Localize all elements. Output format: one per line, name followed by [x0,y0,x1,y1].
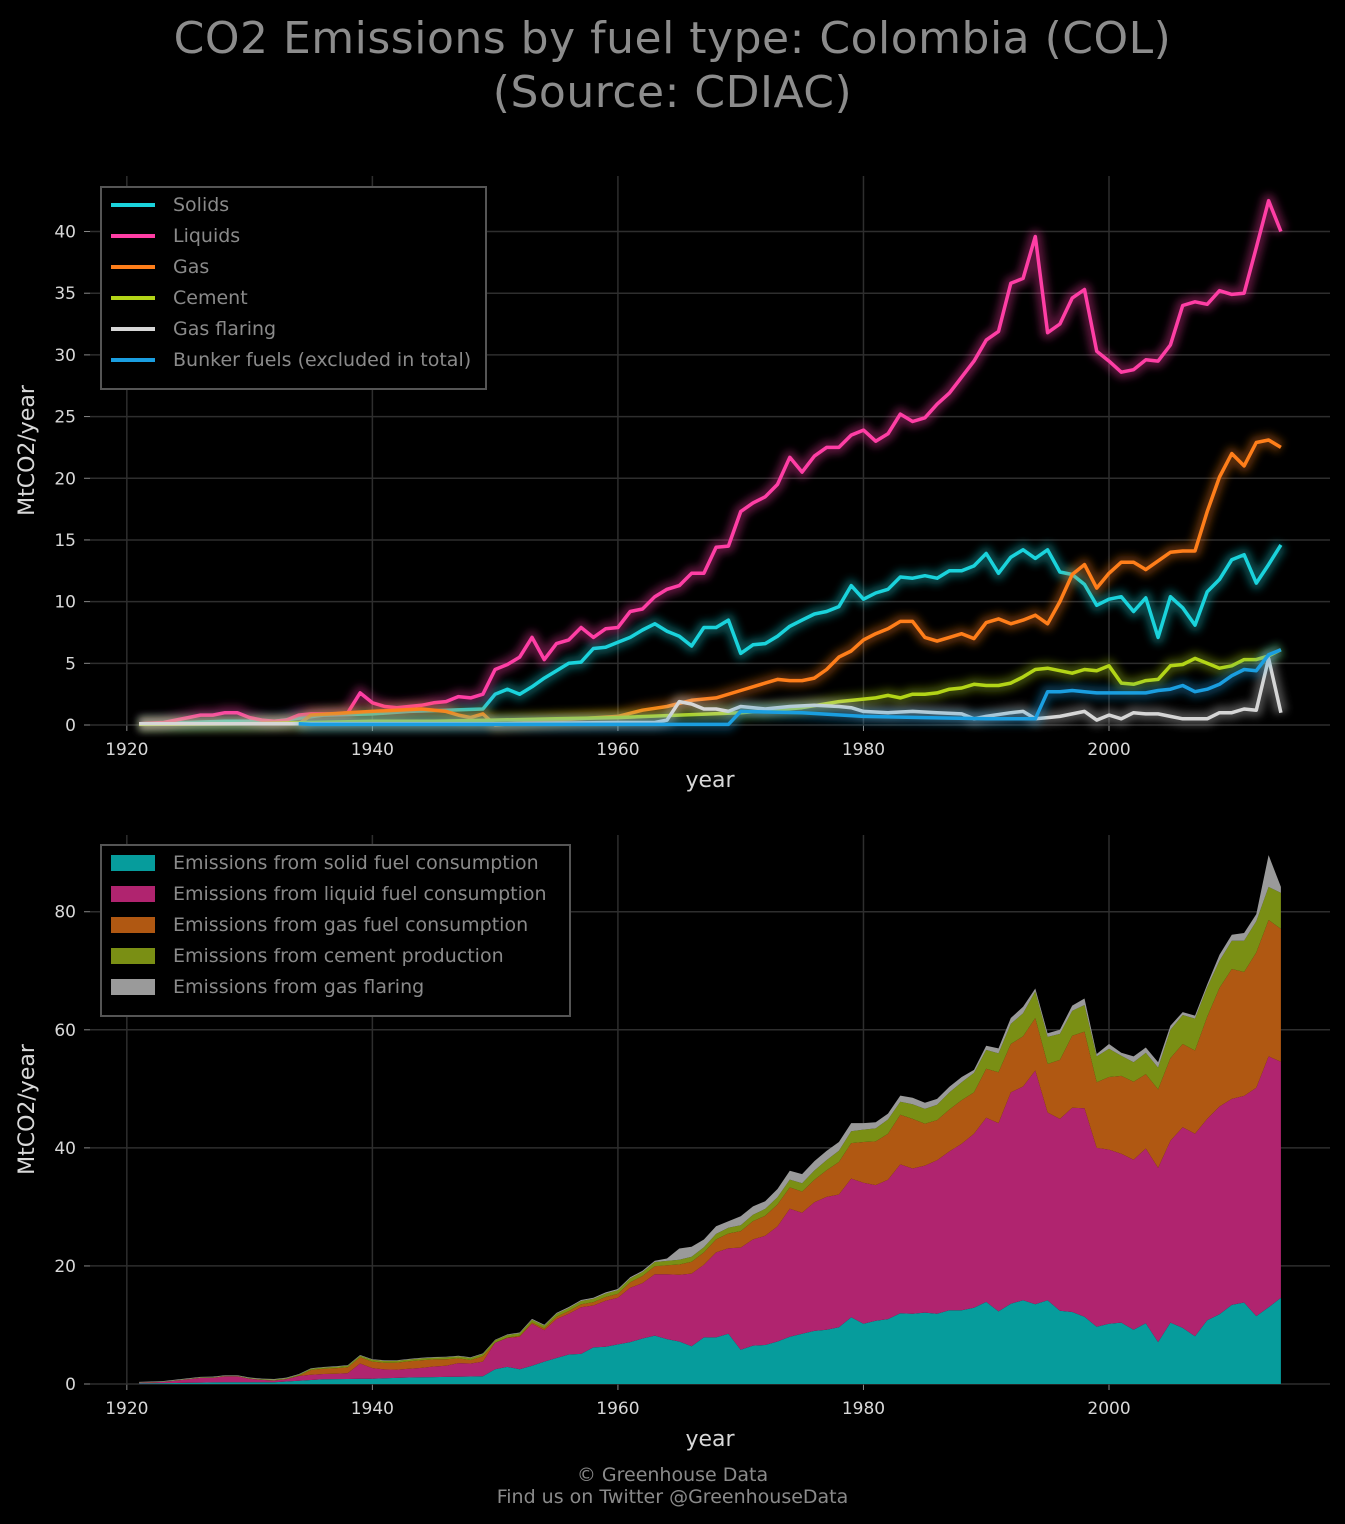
legend-box [100,186,487,390]
y-tick-label: 40 [54,223,76,243]
x-tick-label: 1960 [596,740,639,760]
legend-label: Emissions from solid fuel consumption [173,852,539,874]
y-axis-label: MtCO2/year [15,384,40,516]
legend-label: Emissions from gas flaring [173,976,424,998]
x-tick-label: 1980 [842,1399,885,1419]
legend-label: Emissions from gas fuel consumption [173,914,528,936]
x-tick-label: 2000 [1087,1399,1130,1419]
stack-area [139,1056,1281,1384]
series-line [298,648,1282,727]
y-tick-label: 0 [65,716,76,736]
series-line [139,543,1283,726]
legend-label: Bunker fuels (excluded in total) [173,349,471,371]
y-tick-label: 5 [65,654,76,674]
x-tick-label: 2000 [1087,740,1130,760]
x-axis-label: year [685,1427,735,1452]
legend-swatch [111,948,155,964]
legend-label: Cement [173,287,248,309]
footer-twitter: Find us on Twitter @GreenhouseData [496,1486,849,1508]
y-tick-label: 20 [54,1257,76,1277]
legend-box [100,844,571,1017]
legend-1: Solids Liquids Gas Cement Gas flaring Bunker … [100,186,487,390]
x-tick-label: 1920 [105,740,148,760]
legend-label: Emissions from cement production [173,945,504,967]
legend-label: Gas [173,256,209,278]
y-tick-label: 10 [54,593,76,613]
y-tick-label: 30 [54,346,76,366]
stack-area [139,1297,1281,1384]
area-series-group [139,855,1281,1384]
y-tick-label: 15 [54,531,76,551]
legend-label: Gas flaring [173,318,276,340]
legend-label: Emissions from liquid fuel consumption [173,883,547,905]
legend-swatch [111,855,155,871]
y-tick-label: 35 [54,284,76,304]
legend-label: Liquids [173,225,240,247]
x-tick-label: 1920 [105,1399,148,1419]
y-tick-label: 25 [54,408,76,428]
footer-credit: © Greenhouse Data [576,1464,769,1486]
legend-swatch [111,917,155,933]
chart-title-line2: (Source: CDIAC) [492,67,853,118]
y-tick-label: 60 [54,1021,76,1041]
legend-2: Emissions from solid fuel consumption Emi… [100,844,571,1017]
line-series-group [138,194,1288,732]
legend-swatch [111,979,155,995]
y-tick-label: 20 [54,469,76,489]
x-tick-label: 1940 [351,1399,394,1419]
x-tick-label: 1960 [596,1399,639,1419]
y-axis-label: MtCO2/year [15,1043,40,1175]
x-axis-label: year [685,768,735,793]
y-tick-label: 80 [54,903,76,923]
chart-title-line1: CO2 Emissions by fuel type: Colombia (CO… [173,13,1172,64]
x-tick-label: 1940 [351,740,394,760]
y-tick-label: 0 [65,1375,76,1395]
x-tick-label: 1980 [842,740,885,760]
legend-label: Solids [173,194,229,216]
legend-swatch [111,886,155,902]
y-tick-label: 40 [54,1139,76,1159]
